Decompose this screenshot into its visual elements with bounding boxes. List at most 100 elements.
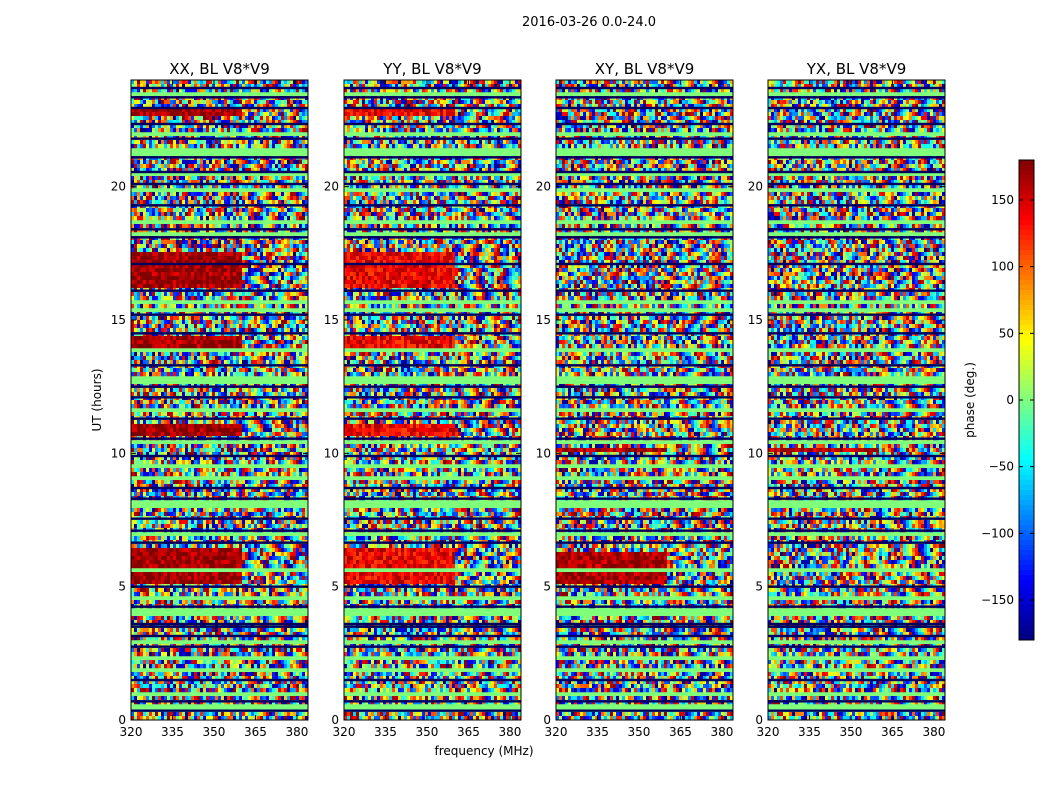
flagged-row <box>344 156 521 158</box>
y-tick-label: 0 <box>331 713 339 727</box>
flagged-row <box>344 87 521 89</box>
x-tick-label: 380 <box>498 725 521 739</box>
flagged-row <box>344 183 521 185</box>
flagged-row <box>344 437 521 439</box>
flagged-row <box>344 396 521 398</box>
flagged-row <box>768 204 945 206</box>
x-axis-label: frequency (MHz) <box>434 744 533 758</box>
flagged-row <box>556 396 733 398</box>
y-tick-label: 20 <box>748 180 763 194</box>
flagged-row <box>556 96 733 98</box>
flagged-row <box>131 700 308 702</box>
flagged-row <box>131 635 308 637</box>
flagged-row <box>344 529 521 531</box>
flagged-row <box>344 123 521 125</box>
flagged-row <box>768 623 945 625</box>
flagged-row <box>344 107 521 109</box>
flagged-row <box>344 487 521 489</box>
flagged-row <box>556 228 733 230</box>
x-tick-label: 320 <box>120 725 143 739</box>
x-tick-label: 380 <box>285 725 308 739</box>
flagged-row <box>556 417 733 419</box>
flagged-row <box>768 487 945 489</box>
flagged-row <box>131 364 308 366</box>
y-tick-label: 10 <box>324 446 339 460</box>
x-tick-label: 365 <box>457 725 480 739</box>
flagged-row <box>768 645 945 647</box>
x-tick-label: 365 <box>881 725 904 739</box>
x-tick-label: 320 <box>333 725 356 739</box>
flagged-row <box>131 183 308 185</box>
flagged-row <box>131 236 308 238</box>
flagged-row <box>344 313 521 315</box>
flagged-row <box>768 529 945 531</box>
y-tick-label: 20 <box>111 180 126 194</box>
panel-title: XX, BL V8*V9 <box>169 60 270 78</box>
x-tick-label: 380 <box>710 725 733 739</box>
flagged-row <box>556 204 733 206</box>
flagged-row <box>344 635 521 637</box>
flagged-row <box>131 96 308 98</box>
flagged-row <box>768 585 945 587</box>
flagged-row <box>556 437 733 439</box>
flagged-row <box>768 679 945 681</box>
flagged-row <box>131 417 308 419</box>
flagged-row <box>131 679 308 681</box>
flagged-row <box>768 123 945 125</box>
flagged-row <box>768 236 945 238</box>
flagged-row <box>556 645 733 647</box>
flagged-row <box>556 487 733 489</box>
flagged-row <box>344 517 521 519</box>
flagged-row <box>768 364 945 366</box>
flagged-row <box>556 635 733 637</box>
spectrogram-figure: 2016-03-26 0.0-24.0 XX, BL V8*V9320 335 35… <box>0 0 1050 800</box>
flagged-row <box>131 605 308 607</box>
flagged-row <box>768 396 945 398</box>
y-tick-label: 15 <box>748 313 763 327</box>
flagged-row <box>344 709 521 711</box>
flagged-row <box>556 585 733 587</box>
flagged-row <box>768 137 945 139</box>
x-tick-label: 335 <box>586 725 609 739</box>
y-tick-label: 10 <box>748 446 763 460</box>
y-tick-label: 0 <box>755 713 763 727</box>
flagged-row <box>556 385 733 387</box>
flagged-row <box>556 541 733 543</box>
flagged-row <box>131 455 308 457</box>
flagged-row <box>768 87 945 89</box>
flagged-row <box>556 156 733 158</box>
flagged-row <box>768 313 945 315</box>
flagged-row <box>131 623 308 625</box>
flagged-row <box>556 183 733 185</box>
y-tick-label: 10 <box>536 446 551 460</box>
flagged-row <box>556 529 733 531</box>
flagged-row <box>344 364 521 366</box>
flagged-row <box>556 625 733 627</box>
colorbar-tick-label: 100 <box>991 260 1014 274</box>
x-tick-label: 350 <box>416 725 439 739</box>
flagged-row <box>556 263 733 265</box>
flagged-row <box>344 204 521 206</box>
flagged-row <box>768 156 945 158</box>
x-tick-label: 350 <box>203 725 226 739</box>
flagged-row <box>344 289 521 291</box>
y-tick-label: 20 <box>536 180 551 194</box>
flagged-row <box>344 385 521 387</box>
flagged-row <box>344 625 521 627</box>
y-tick-label: 20 <box>324 180 339 194</box>
colorbar-tick-label: −150 <box>981 593 1014 607</box>
flagged-row <box>131 289 308 291</box>
flagged-row <box>768 385 945 387</box>
flagged-row <box>131 171 308 173</box>
flagged-row <box>768 263 945 265</box>
flagged-row <box>131 625 308 627</box>
flagged-row <box>131 437 308 439</box>
panel-title: YX, BL V8*V9 <box>806 60 907 78</box>
flagged-row <box>344 605 521 607</box>
flagged-row <box>131 396 308 398</box>
flagged-row <box>344 455 521 457</box>
flagged-row <box>131 517 308 519</box>
